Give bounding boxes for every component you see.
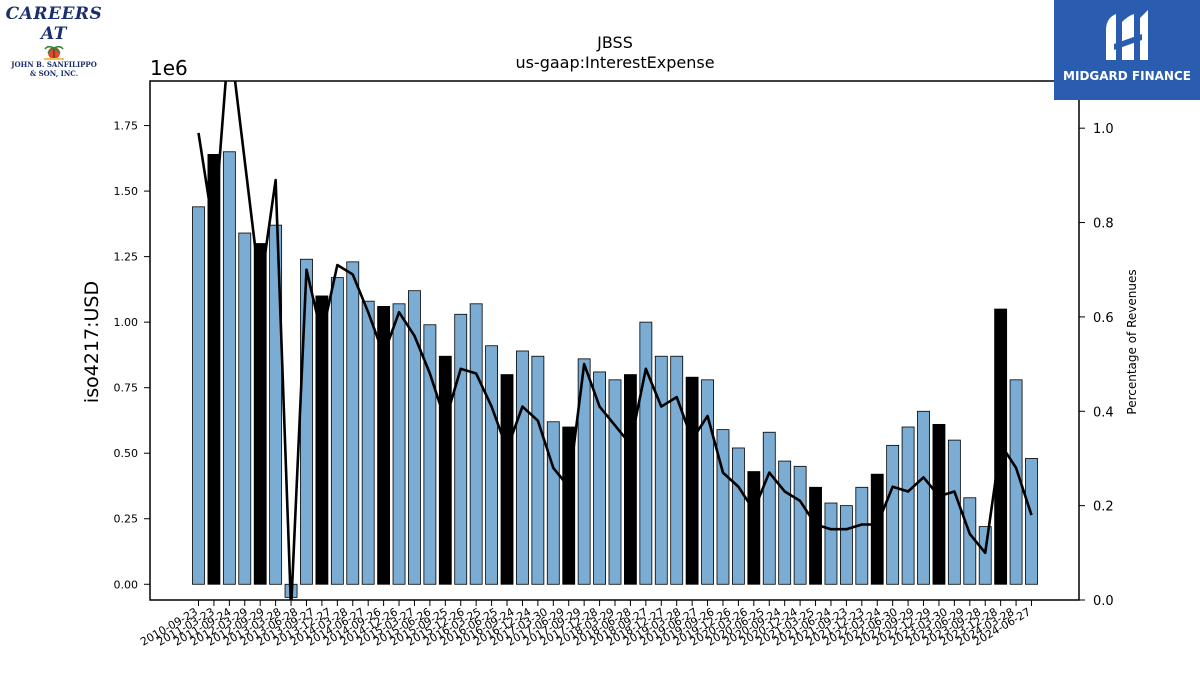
- bars-group: [192, 151, 1038, 598]
- y-axis: 0.00 0.25 0.50 0.75 1.00 1.25 1.50 1.75: [114, 120, 150, 591]
- logo-company-line1: JOHN B. SANFILIPPO: [11, 60, 97, 69]
- midgard-mark-icon: [1106, 10, 1148, 60]
- bar: [608, 379, 622, 585]
- chart-subtitle: us-gaap:InterestExpense: [515, 53, 714, 72]
- y2-tick-label: 0.2: [1093, 500, 1114, 515]
- bar: [361, 300, 375, 585]
- bar: [577, 358, 591, 585]
- x-axis: 2010-09-232011-03-232011-09-242012-03-29…: [138, 600, 1033, 649]
- bar: [747, 471, 761, 585]
- bar: [917, 410, 930, 585]
- bar: [731, 447, 745, 585]
- y-tick-label: 1.00: [114, 316, 139, 329]
- y-tick-label: 0.00: [114, 578, 139, 591]
- ratio-line-group: [197, 81, 1033, 600]
- bar: [300, 258, 313, 585]
- bar: [947, 439, 961, 585]
- y2-axis-label: Percentage of Revenues: [1125, 269, 1139, 414]
- bar: [454, 313, 468, 585]
- bar: [778, 460, 792, 585]
- y-tick-label: 0.25: [114, 513, 139, 526]
- y2-tick-label: 0.8: [1093, 217, 1114, 232]
- bar: [870, 473, 884, 585]
- bar: [546, 421, 560, 585]
- palm-tree-icon: [2, 44, 106, 60]
- y2-tick-label: 0.0: [1093, 594, 1114, 609]
- bar: [793, 465, 807, 585]
- bar: [624, 374, 637, 585]
- bar: [639, 321, 653, 585]
- bar: [1009, 379, 1023, 585]
- bar: [701, 379, 714, 585]
- bar: [670, 355, 684, 585]
- y-axis-label: iso4217:USD: [81, 281, 103, 403]
- bar: [469, 303, 483, 585]
- bar: [516, 350, 529, 585]
- bar: [886, 444, 900, 585]
- bar: [809, 486, 822, 585]
- bar: [315, 295, 329, 585]
- bar: [238, 232, 252, 585]
- bar: [423, 324, 437, 585]
- bar: [346, 261, 360, 585]
- y-tick-label: 0.75: [114, 382, 139, 395]
- chart-title: JBSS: [596, 33, 633, 52]
- bar: [253, 243, 267, 585]
- bar: [377, 306, 391, 585]
- logo-headline: CAREERS AT: [5, 4, 103, 44]
- y2-tick-label: 1.0: [1093, 122, 1114, 137]
- bar: [438, 355, 452, 585]
- y-tick-label: 1.75: [114, 120, 139, 133]
- bar: [408, 290, 421, 585]
- y-tick-label: 0.50: [114, 447, 139, 460]
- careers-logo: CAREERS AT JOHN B. SANFILIPPO & SON, INC…: [2, 4, 106, 78]
- bar: [855, 486, 869, 585]
- bar: [269, 224, 283, 585]
- bar: [222, 151, 236, 585]
- y2-tick-label: 0.4: [1093, 405, 1114, 420]
- bar: [824, 502, 838, 585]
- bar: [593, 371, 606, 585]
- midgard-finance-logo: MIDGARD FINANCE: [1054, 0, 1200, 100]
- y-tick-label: 1.25: [114, 251, 139, 264]
- bar: [685, 376, 699, 585]
- bar: [192, 206, 205, 585]
- bar: [485, 345, 499, 585]
- y-tick-label: 1.50: [114, 185, 139, 198]
- bar: [839, 505, 853, 585]
- bar: [762, 431, 776, 585]
- bar: [500, 374, 514, 585]
- y-offset-label: 1e6: [150, 56, 188, 80]
- logo-company-line2: & SON, INC.: [29, 69, 79, 78]
- bar: [207, 153, 221, 585]
- bar: [654, 355, 668, 585]
- ratio-line: [197, 81, 1033, 600]
- bar: [531, 355, 545, 585]
- midgard-logo-text: MIDGARD FINANCE: [1063, 69, 1191, 83]
- y2-tick-label: 0.6: [1093, 311, 1114, 326]
- bar: [330, 277, 344, 585]
- bar: [901, 426, 915, 585]
- bar: [716, 429, 730, 585]
- bar: [1025, 458, 1038, 585]
- bar: [392, 303, 406, 585]
- bar: [932, 423, 946, 585]
- y2-axis: 0.0 0.2 0.4 0.6 0.8 1.0: [1079, 122, 1114, 609]
- bar: [978, 526, 992, 585]
